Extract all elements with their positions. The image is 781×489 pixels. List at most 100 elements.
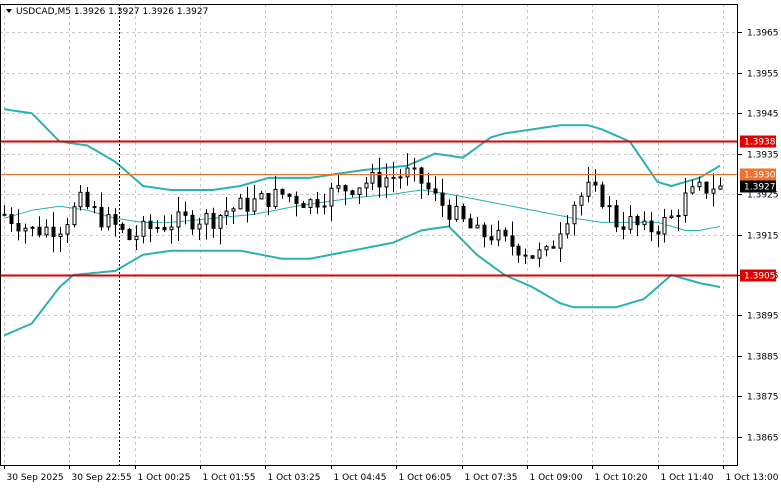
candle-bull: [204, 213, 209, 225]
time-axis[interactable]: 30 Sep 2025 30 Sep 22:55 1 Oct 00:25 1 Oct …: [4, 465, 779, 483]
candle-bear: [148, 220, 153, 230]
candle-bull: [134, 235, 139, 241]
x-tick-label: 1 Oct 09:00: [530, 473, 583, 483]
x-tick-label: 1 Oct 13:00: [726, 473, 779, 483]
candle-bear: [162, 226, 167, 231]
price-level-tag: [740, 135, 776, 148]
candle-bull: [141, 220, 146, 237]
candle-bear: [461, 205, 466, 220]
chart-grid: [0, 4, 738, 465]
candle-bear: [37, 226, 42, 236]
x-tick-label: 1 Oct 01:55: [203, 473, 256, 483]
candle-bull: [454, 205, 459, 220]
candle-bear: [266, 192, 271, 208]
candle-bull: [537, 249, 542, 259]
candle-bear: [551, 246, 556, 249]
candle-bull: [30, 226, 35, 229]
candle-bull: [642, 220, 647, 226]
candle-bear: [9, 213, 14, 225]
chart-header: USDCAD,M5 1.3926 1.3927 1.3926 1.3927: [6, 7, 208, 17]
candle-bull: [607, 205, 612, 208]
candle-bear: [280, 188, 285, 195]
candle-bear: [621, 226, 626, 230]
candle-bear: [516, 245, 521, 256]
price-level-tag: [740, 168, 776, 181]
candle-bear: [16, 223, 21, 232]
candle-bear: [92, 206, 97, 209]
dropdown-triangle-icon[interactable]: [6, 9, 12, 13]
candle-bear: [489, 236, 494, 241]
candle-bear: [426, 182, 431, 190]
candle-bear: [343, 185, 348, 192]
candle-bear: [183, 211, 188, 216]
candle-bull: [169, 226, 174, 231]
price-level-tag: [740, 269, 776, 282]
candle-bear: [245, 197, 250, 212]
candle-bear: [350, 190, 355, 195]
candle-bear: [635, 216, 640, 226]
candle-bull: [544, 246, 549, 251]
candle-bull: [676, 214, 681, 217]
candle-bull: [572, 204, 577, 225]
candle-bear: [51, 226, 56, 238]
candle-bull: [308, 199, 313, 208]
candle-bull: [718, 185, 723, 190]
plot-frame: [0, 4, 738, 466]
candle-bull: [565, 223, 570, 235]
candle-bear: [649, 220, 654, 233]
x-tick-label: 1 Oct 07:35: [465, 473, 518, 483]
candle-bear: [113, 214, 118, 225]
x-tick-label: 1 Oct 00:25: [138, 473, 191, 483]
y-tick-label: 1.3935: [747, 151, 779, 161]
candle-bull: [579, 195, 584, 206]
candle-bull: [259, 192, 264, 200]
candle-bear: [600, 184, 605, 207]
candle-bull: [475, 224, 480, 229]
y-tick-label: 1.3875: [747, 393, 779, 403]
candle-bull: [58, 233, 63, 238]
chart-frame: [0, 4, 738, 466]
candle-bull: [412, 167, 417, 170]
y-tick-label: 1.3895: [747, 312, 779, 322]
candle-bull: [586, 181, 591, 197]
candle-bear: [127, 228, 132, 241]
bollinger-lower-line: [3, 225, 721, 337]
y-tick-label: 1.3945: [747, 110, 779, 120]
price-labels: 1.3938 1.3930 1.3905 1.3927: [740, 135, 776, 282]
candle-bull: [23, 227, 28, 232]
candle-bear: [614, 205, 619, 228]
x-tick-label: 1 Oct 04:45: [334, 473, 387, 483]
y-tick-label: 1.3925: [747, 191, 779, 201]
candle-bear: [440, 192, 445, 206]
candle-bull: [155, 226, 160, 230]
candle-bull: [252, 198, 257, 212]
candle-bear: [447, 204, 452, 220]
bollinger-middle-line: [3, 189, 721, 231]
candle-bull: [197, 223, 202, 230]
y-tick-label: 1.3865: [747, 434, 779, 444]
candle-bear: [120, 223, 125, 230]
y-tick-label: 1.3915: [747, 232, 779, 242]
y-tick-label: 1.3885: [747, 353, 779, 363]
candle-bear: [704, 181, 709, 194]
candle-bull: [370, 171, 375, 184]
candle-bull: [329, 187, 334, 207]
candle-bear: [503, 229, 508, 237]
price-level-label: 1.3905: [744, 272, 776, 282]
candle-bull: [78, 191, 83, 208]
candle-bull: [558, 233, 563, 249]
candle-bear: [656, 231, 661, 235]
candle-bear: [523, 254, 528, 257]
candlestick-series: [2, 153, 723, 268]
candle-bull: [384, 177, 389, 188]
candle-bear: [377, 171, 382, 188]
candle-bull: [273, 188, 278, 208]
candle-bull: [683, 192, 688, 216]
candle-bull: [391, 176, 396, 179]
bollinger-bands: [3, 108, 721, 337]
candle-bull: [690, 186, 695, 194]
horizontal-lines[interactable]: [0, 140, 738, 277]
y-tick-label: 1.3955: [747, 70, 779, 80]
